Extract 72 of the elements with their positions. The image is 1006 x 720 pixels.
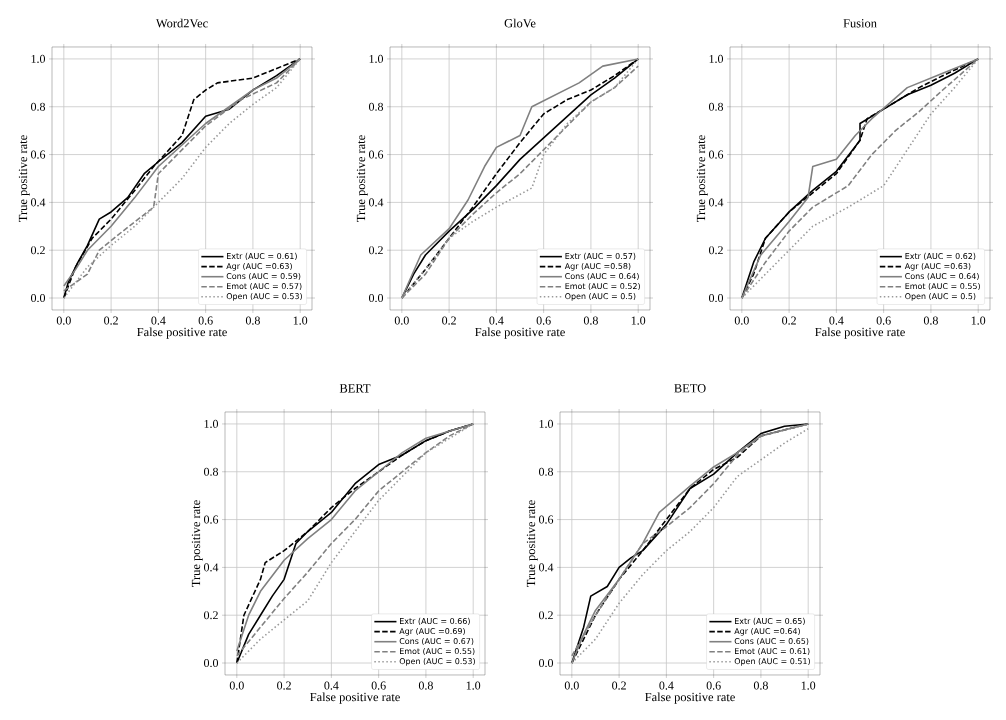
y-tick-label: 0.0: [539, 658, 554, 668]
x-tick-label: 0.4: [151, 316, 166, 325]
y-tick-label: 1.0: [709, 54, 724, 63]
x-tick-label: 0.2: [612, 681, 626, 690]
y-tick-label: 0.4: [539, 563, 554, 572]
y-tick-label: 0.4: [204, 563, 219, 572]
y-tick-label: 1.0: [204, 419, 219, 428]
y-tick-label: 0.0: [31, 293, 46, 303]
x-axis-title: False positive rate: [137, 327, 227, 339]
x-tick-label: 0.8: [583, 316, 598, 325]
x-axis-title: False positive rate: [310, 692, 400, 704]
y-tick-label: 1.0: [31, 54, 46, 63]
y-tick-label: 0.6: [369, 150, 384, 159]
x-tick-label: 0.4: [659, 681, 674, 690]
chart-title: BETO: [674, 384, 706, 393]
chart-title: Fusion: [843, 19, 877, 28]
y-tick-label: 0.8: [204, 467, 219, 476]
x-tick-label: 0.8: [418, 681, 433, 690]
x-tick-label: 0.2: [104, 316, 118, 325]
chart-title: Word2Vec: [155, 18, 208, 28]
y-tick-label: 0.2: [709, 246, 723, 255]
y-axis-title: True positive rate: [18, 135, 30, 222]
x-tick-label: 0.6: [876, 316, 891, 325]
x-tick-label: 0.4: [489, 316, 504, 325]
x-tick-label: 0.0: [734, 316, 749, 325]
x-tick-label: 1.0: [293, 316, 308, 325]
x-tick-label: 0.2: [782, 316, 796, 325]
y-tick-label: 0.8: [369, 102, 384, 111]
y-tick-label: 0.2: [369, 246, 383, 255]
y-tick-label: 0.0: [369, 293, 384, 303]
y-tick-label: 0.6: [539, 515, 554, 524]
x-axis-title: False positive rate: [475, 327, 565, 339]
x-tick-label: 0.8: [753, 681, 768, 690]
x-tick-label: 0.0: [394, 316, 409, 325]
y-tick-label: 0.6: [709, 150, 724, 159]
x-tick-label: 1.0: [631, 316, 646, 325]
y-tick-label: 0.4: [31, 198, 46, 207]
x-tick-label: 0.8: [245, 316, 260, 325]
y-axis-title: True positive rate: [526, 500, 538, 587]
y-axis-title: True positive rate: [191, 500, 203, 587]
y-tick-label: 1.0: [539, 419, 554, 428]
y-tick-label: 0.0: [204, 658, 219, 668]
chart-title: BERT: [339, 384, 371, 393]
y-tick-label: 0.2: [31, 246, 45, 255]
x-tick-label: 0.8: [923, 316, 938, 325]
y-tick-label: 0.8: [709, 102, 724, 111]
x-tick-label: 0.0: [229, 681, 244, 690]
x-tick-label: 1.0: [801, 681, 816, 690]
y-axis-title: True positive rate: [356, 135, 368, 222]
x-tick-label: 0.0: [564, 681, 579, 690]
x-tick-label: 0.4: [324, 681, 339, 690]
y-tick-label: 0.6: [31, 150, 46, 159]
x-tick-label: 1.0: [971, 316, 986, 325]
x-tick-label: 0.4: [829, 316, 844, 325]
x-tick-label: 0.0: [56, 316, 71, 325]
x-axis-title: False positive rate: [815, 327, 905, 339]
x-axis-title: False positive rate: [645, 692, 735, 704]
y-tick-label: 0.2: [539, 611, 553, 620]
x-tick-label: 1.0: [466, 681, 481, 690]
x-tick-label: 0.2: [442, 316, 456, 325]
y-tick-label: 0.8: [31, 102, 46, 111]
y-tick-label: 0.6: [204, 515, 219, 524]
y-tick-label: 0.0: [709, 293, 724, 303]
x-tick-label: 0.2: [277, 681, 291, 690]
chart-title: GloVe: [504, 18, 536, 28]
y-axis-title: True positive rate: [696, 135, 708, 222]
y-tick-label: 0.4: [369, 198, 384, 207]
y-tick-label: 1.0: [369, 54, 384, 63]
y-tick-label: 0.2: [204, 611, 218, 620]
y-tick-label: 0.8: [539, 467, 554, 476]
y-tick-label: 0.4: [709, 198, 724, 207]
x-tick-label: 0.6: [198, 316, 213, 325]
